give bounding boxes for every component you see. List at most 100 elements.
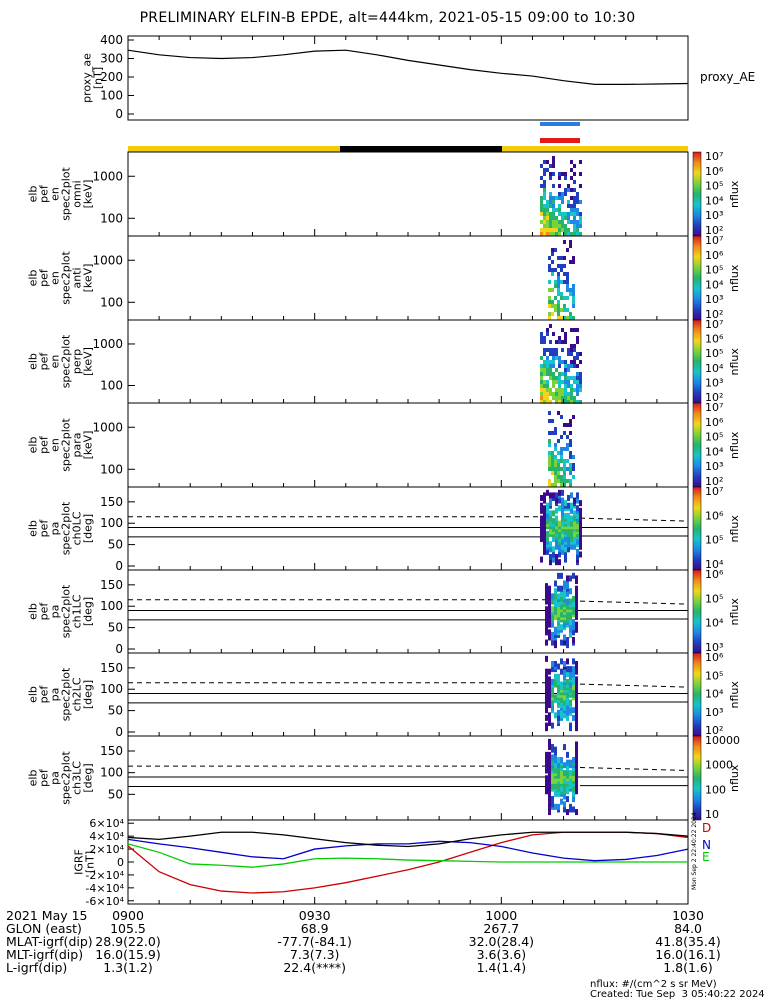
colorbar-tick-label: 10²: [705, 308, 723, 321]
x-axis-value: 16.0(16.1): [655, 947, 721, 962]
spec-ytick-label: 50: [108, 704, 123, 718]
spec-pixel: [557, 790, 560, 797]
spec-pixel: [576, 400, 579, 404]
spec-pixel: [564, 192, 567, 196]
spec-pixel: [575, 699, 578, 706]
spec-pixel: [554, 447, 557, 451]
spec-pixel: [549, 554, 552, 561]
axis-label-line: en: [49, 271, 62, 285]
spec-pixel: [563, 580, 566, 587]
spec-pixel: [557, 709, 560, 716]
x-axis-row: MLT-igrf(dip) 16.0(15.9) 7.3(7.3) 3.6(3.6) 1…: [6, 947, 726, 962]
spec-ytick-label: 100: [100, 516, 123, 530]
spec-pixel: [557, 264, 560, 268]
spec-pixel: [579, 380, 582, 384]
colorbar-tick-label: 10³: [705, 376, 723, 389]
ae-series-line: [127, 49, 689, 86]
spec-pixel: [540, 340, 543, 344]
spec-pixel: [563, 308, 566, 312]
spec-pixel: [572, 676, 575, 683]
axis-label-line: ch2LC: [71, 677, 84, 711]
spec-pixel: [552, 204, 555, 208]
spec-pixel: [572, 714, 575, 721]
spec-pixel: [540, 364, 543, 368]
spec-pixel: [567, 368, 570, 372]
spec-pixel: [567, 384, 570, 388]
spec-pixel: [561, 196, 564, 200]
spec-pixel: [554, 580, 557, 587]
colorbar-tick-label: 10⁷: [705, 234, 723, 247]
spec-pixel: [579, 172, 582, 176]
spec-pixel: [566, 671, 569, 678]
spec-pixel: [566, 678, 569, 685]
spec-pixel: [557, 479, 560, 483]
spec-pixel: [546, 212, 549, 216]
loss-cone-dashed: [579, 683, 689, 688]
spec-pixel: [573, 396, 576, 400]
spec-pixel: [554, 660, 557, 667]
spec-pixel: [567, 518, 570, 525]
spec-pixel: [561, 348, 564, 352]
spec-pixel: [569, 699, 572, 706]
spec-ytick-label: 150: [100, 495, 123, 509]
spec-pixel: [546, 356, 549, 360]
axis-label-line: ch0LC: [71, 511, 84, 545]
spec-pixel: [548, 459, 551, 463]
spec-pixel: [579, 360, 582, 364]
colorbar: [692, 735, 702, 821]
spec-pixel: [567, 392, 570, 396]
axis-label-line: elb: [27, 270, 40, 287]
spec-pixel: [546, 208, 549, 212]
axis-label-line: pa: [49, 605, 62, 619]
x-axis-value: 1.3(1.2): [103, 960, 153, 975]
spec-ytick-label: 100: [100, 462, 123, 476]
spec-pixel: [546, 536, 549, 543]
spec-pixel: [554, 467, 557, 471]
spec-pixel: [551, 593, 554, 600]
spec-pixel: [570, 384, 573, 388]
spec-pixel: [558, 392, 561, 396]
colorbar-tick-label: 100: [705, 783, 726, 796]
spec-pixel: [552, 384, 555, 388]
spec-pixel: [543, 364, 546, 368]
spec-pixel: [557, 304, 560, 308]
spec-pixel: [557, 572, 560, 579]
spec-pixel: [543, 348, 546, 352]
spec-pixel: [567, 400, 570, 404]
spec-pixel: [551, 260, 554, 264]
spec-pixel: [540, 372, 543, 376]
spec-pixel: [546, 168, 549, 172]
spec-pixel: [546, 368, 549, 372]
spec-pixel: [566, 809, 569, 816]
spec-pixel: [551, 467, 554, 471]
spec-pixel: [572, 595, 575, 602]
spec-panel-frame: [127, 735, 689, 821]
spec-pixel: [572, 637, 575, 644]
spec-pixel: [543, 510, 546, 517]
spec-pixel: [570, 328, 573, 332]
axis-label-line: pef: [38, 435, 51, 454]
spec-pixel: [572, 463, 575, 467]
spec-pixel: [579, 551, 582, 558]
spec-pixel: [552, 364, 555, 368]
spec-pixel: [548, 296, 551, 300]
spec-pixel: [563, 673, 566, 680]
igrf-legend-N: N: [702, 838, 711, 852]
spec-pixel: [546, 364, 549, 368]
spec-pixel: [549, 196, 552, 200]
spec-pixel: [548, 668, 551, 675]
spec-pixel: [548, 467, 551, 471]
spec-pixel: [545, 767, 548, 774]
spec-pixel: [557, 714, 560, 721]
spec-pixel: [570, 392, 573, 396]
axis-label-line: proxy_ae: [81, 53, 94, 103]
spec-pixel: [560, 681, 563, 688]
colorbar-tick-label: 10⁵: [705, 264, 723, 277]
spec-pixel: [560, 455, 563, 459]
spec-pixel: [569, 431, 572, 435]
footer-created: Created: Tue Sep 3 05:40:22 2024: [590, 989, 765, 1000]
spec-pixel: [560, 483, 563, 487]
spec-pixel: [561, 396, 564, 400]
